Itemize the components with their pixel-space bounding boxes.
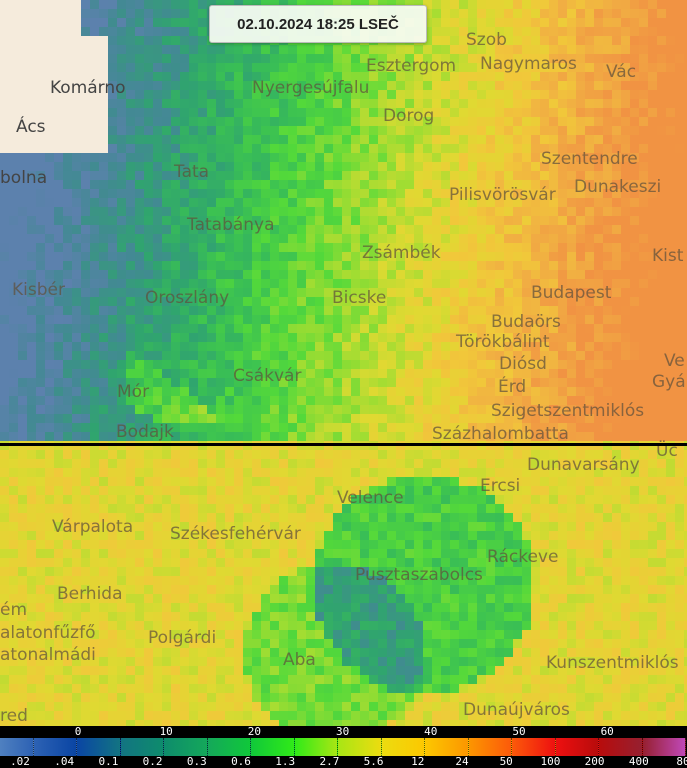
place-label: Dunakeszi [574, 177, 662, 197]
divider-line [0, 443, 687, 446]
color-scale-segment [207, 738, 252, 756]
place-label: Aba [283, 650, 316, 670]
radar-overlay [0, 0, 687, 726]
place-label: Érd [498, 377, 527, 397]
place-label: Szob [466, 30, 507, 50]
dbz-tick-label: 30 [335, 725, 350, 738]
place-label: Diósd [499, 354, 547, 374]
color-scale-segment [164, 738, 208, 756]
place-label: Berhida [57, 584, 123, 604]
dbz-tick-label: 20 [247, 725, 262, 738]
dbz-tick-label: 0 [74, 725, 82, 738]
place-label: Esztergom [366, 56, 457, 76]
place-label: bolna [0, 168, 48, 188]
dbz-tick-label: 10 [159, 725, 173, 738]
place-label: Ve [664, 351, 685, 371]
color-scale-segment [294, 738, 339, 756]
place-label: Kisbér [12, 280, 65, 300]
place-label: Nyergesújfalu [252, 78, 370, 98]
color-scale-segment [381, 738, 426, 756]
place-label: Budaörs [491, 312, 561, 332]
place-label: red [0, 706, 28, 726]
place-label: Törökbálint [456, 332, 550, 352]
place-label: Ács [16, 117, 46, 137]
rate-tick-label: 200 [584, 755, 605, 768]
rate-tick-label: .04 [54, 755, 75, 768]
rate-tick-label: 100 [540, 755, 561, 768]
rate-tick-label: 12 [411, 755, 425, 768]
color-scale-bar [0, 738, 687, 756]
place-label: Pilisvörösvár [449, 185, 556, 205]
place-label: Dunaújváros [463, 700, 570, 720]
place-label: Mór [117, 382, 150, 402]
color-scale-segment [425, 738, 469, 756]
place-label: Dunavarsány [527, 455, 640, 475]
color-scale-segment [512, 738, 556, 756]
place-label: Bicske [332, 288, 387, 308]
place-label: Vác [606, 62, 637, 82]
radar-map[interactable]: Komárno Ács bolna Tata Tatabánya Kisbér Oroszl… [0, 0, 687, 726]
rate-tick-label: 0.6 [231, 755, 251, 768]
place-label: Ercsi [480, 476, 521, 496]
place-label: Csákvár [233, 366, 302, 386]
dbz-tick-label: 50 [512, 725, 526, 738]
color-scale-segment [0, 738, 34, 756]
place-label: Ráckeve [487, 547, 559, 567]
place-label: Szigetszentmiklós [491, 401, 645, 421]
rate-tick-label: .02 [10, 755, 30, 768]
rate-tick-label: 80 [676, 755, 687, 768]
place-label: Bodajk [116, 422, 174, 442]
color-scale-segment [599, 738, 643, 756]
rate-tick-label: 5.6 [363, 755, 384, 768]
place-label: Polgárdi [148, 628, 217, 648]
color-scale-segment [77, 738, 121, 756]
place-label: Komárno [50, 78, 126, 98]
place-label: Gyá [652, 372, 686, 392]
place-label: Velence [337, 488, 404, 508]
place-label: Székesfehérvár [170, 524, 301, 544]
color-scale-segment [33, 738, 78, 756]
color-scale-legend: 01020304050607.02.040.10.20.30.61.32.75.… [0, 726, 687, 768]
dbz-tick-label: 60 [600, 725, 614, 738]
place-label: Várpalota [52, 517, 134, 537]
place-label: Szentendre [541, 149, 638, 169]
rate-tick-label: 0.1 [98, 755, 119, 768]
dbz-tick-label: 40 [424, 725, 438, 738]
rate-tick-label: 1.3 [275, 755, 296, 768]
timestamp-label: 02.10.2024 18:25 LSEČ [209, 5, 427, 43]
place-label: Budapest [531, 283, 612, 303]
color-scale-segment [468, 738, 513, 756]
place-label: Nagymaros [480, 54, 577, 74]
rate-tick-label: 0.3 [186, 755, 207, 768]
place-label: Kist [652, 246, 684, 266]
place-label: Üc [656, 441, 678, 461]
rate-tick-label: 400 [628, 755, 649, 768]
place-label: atonalmádi [0, 645, 96, 665]
place-label: Kunszentmiklós [546, 653, 679, 673]
place-label: Zsámbék [362, 243, 441, 263]
color-scale-segment [251, 738, 295, 756]
place-label: Pusztaszabolcs [355, 565, 483, 585]
color-scale-segment [642, 738, 687, 756]
rate-tick-label: 2.7 [319, 755, 340, 768]
place-label: Százhalombatta [432, 424, 569, 444]
place-label: Tata [174, 162, 210, 182]
place-label: alatonfűzfő [0, 623, 96, 643]
rate-tick-label: 50 [499, 755, 513, 768]
place-label: Tatabánya [187, 215, 275, 235]
color-scale-segment [555, 738, 600, 756]
color-scale-segment [120, 738, 165, 756]
place-label: Dorog [383, 106, 435, 126]
rate-tick-label: 0.2 [142, 755, 163, 768]
place-label: ém [0, 600, 28, 620]
rate-tick-label: 24 [455, 755, 469, 768]
color-scale-segment [338, 738, 382, 756]
place-label: Oroszlány [145, 288, 230, 308]
